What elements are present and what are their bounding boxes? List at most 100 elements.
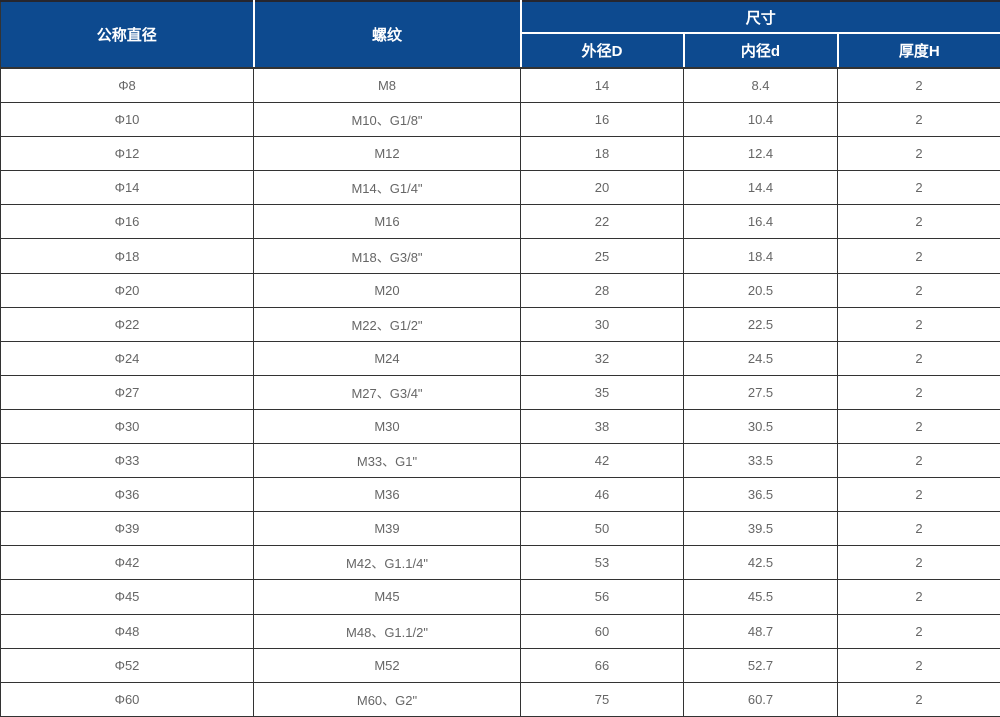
cell-nominal-diameter: Φ18 — [0, 238, 254, 274]
cell-thickness: 2 — [836, 477, 1000, 513]
cell-outer-diameter: 42 — [520, 443, 684, 479]
cell-thickness: 2 — [836, 613, 1000, 649]
header-inner-diameter: 内径d — [683, 33, 839, 69]
cell-thickness: 2 — [836, 67, 1000, 104]
cell-outer-diameter: 38 — [520, 408, 684, 445]
cell-inner-diameter: 10.4 — [683, 102, 838, 138]
table-row: Φ18 M18、G3/8" 25 18.4 2 — [0, 238, 1000, 274]
header-thread: 螺纹 — [253, 1, 522, 69]
cell-nominal-diameter: Φ52 — [0, 647, 254, 683]
table-row: Φ48 M48、G1.1/2" 60 48.7 2 — [0, 613, 1000, 649]
header-nominal-diameter: 公称直径 — [0, 1, 255, 69]
cell-thickness: 2 — [836, 374, 1000, 410]
cell-outer-diameter: 46 — [520, 477, 684, 513]
cell-outer-diameter: 56 — [520, 579, 684, 615]
table-row: Φ12 M12 18 12.4 2 — [0, 136, 1000, 172]
spec-table-body: Φ8 M8 14 8.4 2 Φ10 M10、G1/8" 16 10.4 2 Φ… — [0, 67, 1000, 717]
cell-inner-diameter: 33.5 — [683, 443, 838, 479]
cell-thread: M24 — [253, 340, 521, 376]
cell-nominal-diameter: Φ8 — [0, 67, 254, 104]
cell-inner-diameter: 27.5 — [683, 374, 838, 410]
cell-nominal-diameter: Φ14 — [0, 170, 254, 206]
cell-nominal-diameter: Φ27 — [0, 374, 254, 410]
table-row: Φ10 M10、G1/8" 16 10.4 2 — [0, 102, 1000, 138]
cell-nominal-diameter: Φ22 — [0, 306, 254, 342]
cell-inner-diameter: 12.4 — [683, 136, 838, 172]
cell-thread: M16 — [253, 204, 521, 240]
cell-inner-diameter: 16.4 — [683, 204, 838, 240]
cell-inner-diameter: 22.5 — [683, 306, 838, 342]
cell-outer-diameter: 22 — [520, 204, 684, 240]
cell-inner-diameter: 52.7 — [683, 647, 838, 683]
cell-nominal-diameter: Φ48 — [0, 613, 254, 649]
cell-outer-diameter: 35 — [520, 374, 684, 410]
cell-nominal-diameter: Φ60 — [0, 681, 254, 717]
cell-inner-diameter: 36.5 — [683, 477, 838, 513]
cell-outer-diameter: 53 — [520, 545, 684, 581]
table-row: Φ24 M24 32 24.5 2 — [0, 340, 1000, 376]
cell-inner-diameter: 48.7 — [683, 613, 838, 649]
table-row: Φ27 M27、G3/4" 35 27.5 2 — [0, 374, 1000, 410]
cell-thickness: 2 — [836, 306, 1000, 342]
cell-outer-diameter: 30 — [520, 306, 684, 342]
cell-thread: M39 — [253, 511, 521, 547]
cell-outer-diameter: 66 — [520, 647, 684, 683]
cell-thread: M36 — [253, 477, 521, 513]
cell-thread: M18、G3/8" — [253, 238, 521, 274]
cell-inner-diameter: 20.5 — [683, 272, 838, 308]
table-row: Φ20 M20 28 20.5 2 — [0, 272, 1000, 308]
table-row: Φ60 M60、G2" 75 60.7 2 — [0, 681, 1000, 717]
cell-nominal-diameter: Φ16 — [0, 204, 254, 240]
cell-thread: M12 — [253, 136, 521, 172]
cell-outer-diameter: 50 — [520, 511, 684, 547]
cell-outer-diameter: 16 — [520, 102, 684, 138]
table-row: Φ8 M8 14 8.4 2 — [0, 67, 1000, 104]
cell-outer-diameter: 14 — [520, 67, 684, 104]
table-row: Φ36 M36 46 36.5 2 — [0, 477, 1000, 513]
cell-thread: M33、G1" — [253, 443, 521, 479]
cell-inner-diameter: 24.5 — [683, 340, 838, 376]
cell-thickness: 2 — [836, 238, 1000, 274]
cell-thread: M45 — [253, 579, 521, 615]
cell-inner-diameter: 60.7 — [683, 681, 838, 717]
cell-outer-diameter: 75 — [520, 681, 684, 717]
cell-nominal-diameter: Φ36 — [0, 477, 254, 513]
cell-thread: M48、G1.1/2" — [253, 613, 521, 649]
cell-inner-diameter: 30.5 — [683, 408, 838, 445]
cell-thread: M14、G1/4" — [253, 170, 521, 206]
cell-thickness: 2 — [836, 408, 1000, 445]
cell-outer-diameter: 60 — [520, 613, 684, 649]
cell-thickness: 2 — [836, 272, 1000, 308]
cell-nominal-diameter: Φ33 — [0, 443, 254, 479]
cell-inner-diameter: 42.5 — [683, 545, 838, 581]
cell-thickness: 2 — [836, 204, 1000, 240]
table-row: Φ42 M42、G1.1/4" 53 42.5 2 — [0, 545, 1000, 581]
cell-thickness: 2 — [836, 443, 1000, 479]
cell-inner-diameter: 14.4 — [683, 170, 838, 206]
cell-thickness: 2 — [836, 681, 1000, 717]
header-size-group: 尺寸 — [520, 1, 1000, 34]
cell-thickness: 2 — [836, 545, 1000, 581]
cell-thread: M27、G3/4" — [253, 374, 521, 410]
cell-thickness: 2 — [836, 647, 1000, 683]
cell-thickness: 2 — [836, 511, 1000, 547]
cell-thread: M20 — [253, 272, 521, 308]
cell-nominal-diameter: Φ12 — [0, 136, 254, 172]
cell-thread: M30 — [253, 408, 521, 445]
cell-thread: M42、G1.1/4" — [253, 545, 521, 581]
cell-thickness: 2 — [836, 170, 1000, 206]
cell-inner-diameter: 18.4 — [683, 238, 838, 274]
cell-nominal-diameter: Φ39 — [0, 511, 254, 547]
table-row: Φ39 M39 50 39.5 2 — [0, 511, 1000, 547]
cell-inner-diameter: 45.5 — [683, 579, 838, 615]
header-row-sub: 外径D 内径d 厚度H — [1, 33, 1000, 69]
table-row: Φ52 M52 66 52.7 2 — [0, 647, 1000, 683]
cell-nominal-diameter: Φ42 — [0, 545, 254, 581]
cell-inner-diameter: 8.4 — [683, 67, 838, 104]
cell-thickness: 2 — [836, 340, 1000, 376]
cell-thread: M60、G2" — [253, 681, 521, 717]
cell-nominal-diameter: Φ45 — [0, 579, 254, 615]
cell-thickness: 2 — [836, 579, 1000, 615]
